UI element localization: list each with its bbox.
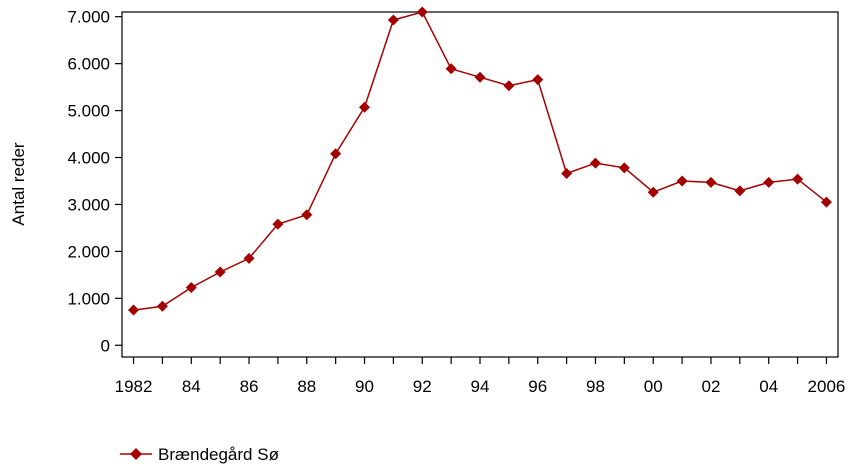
data-point <box>474 71 486 83</box>
series-layer <box>128 6 832 316</box>
y-axis: 0 1.000 2.000 3.000 4.000 5.000 6.000 7.000 <box>67 8 122 355</box>
x-tick-label: 1982 <box>115 377 153 396</box>
data-point <box>589 157 601 169</box>
data-point <box>330 148 342 160</box>
x-tick-label: 2006 <box>808 377 846 396</box>
x-tick-label: 94 <box>471 377 490 396</box>
data-point <box>128 304 140 316</box>
data-point <box>618 162 630 174</box>
y-tick-label: 2.000 <box>67 242 110 261</box>
x-tick-label: 88 <box>297 377 316 396</box>
data-point <box>387 14 399 26</box>
x-tick-label: 90 <box>355 377 374 396</box>
x-tick-label: 96 <box>528 377 547 396</box>
data-point <box>359 101 371 113</box>
data-point <box>792 173 804 185</box>
legend-marker <box>130 448 142 460</box>
data-point <box>734 185 746 197</box>
series-line <box>133 11 827 311</box>
data-point <box>272 218 284 230</box>
legend-entry-label: Brændegård Sø <box>158 445 279 464</box>
data-point <box>243 252 255 264</box>
x-tick-label: 00 <box>644 377 663 396</box>
data-point <box>214 266 226 278</box>
data-point <box>301 209 313 221</box>
y-axis-title: Antal reder <box>9 142 28 225</box>
y-tick-label: 4.000 <box>67 149 110 168</box>
data-point <box>647 186 659 198</box>
data-point <box>676 175 688 187</box>
y-tick-label: 6.000 <box>67 55 110 74</box>
data-point <box>705 176 717 188</box>
data-point <box>561 167 573 179</box>
data-point <box>416 6 428 18</box>
data-point <box>185 282 197 294</box>
y-tick-label: 3.000 <box>67 195 110 214</box>
x-tick-label: 84 <box>182 377 201 396</box>
data-point <box>445 63 457 75</box>
y-tick-label: 5.000 <box>67 102 110 121</box>
y-tick-label: 0 <box>101 336 110 355</box>
y-tick-label: 7.000 <box>67 8 110 27</box>
plot-frame <box>121 11 839 358</box>
data-point <box>763 176 775 188</box>
data-point <box>503 80 515 92</box>
data-point <box>820 196 832 208</box>
x-tick-label: 04 <box>759 377 778 396</box>
x-axis: 1982 84 86 88 90 92 94 96 98 00 02 04 2006 <box>115 357 846 396</box>
x-tick-label: 98 <box>586 377 605 396</box>
data-point <box>156 300 168 312</box>
legend: Brændegård Sø <box>120 445 279 464</box>
x-tick-label: 92 <box>413 377 432 396</box>
x-tick-label: 86 <box>240 377 259 396</box>
data-point <box>532 74 544 86</box>
y-tick-label: 1.000 <box>67 289 110 308</box>
x-tick-label: 02 <box>702 377 721 396</box>
